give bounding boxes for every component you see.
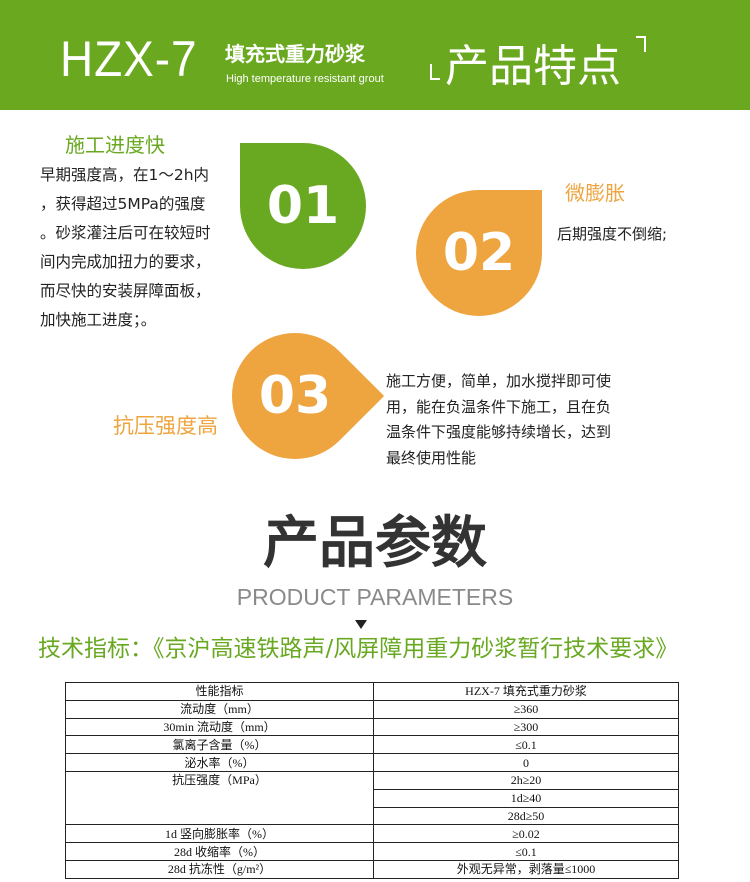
table-cell: ≤0.1 (373, 842, 679, 861)
text-line: 最终使用性能 (386, 448, 477, 467)
feature-1-number: 01 (266, 176, 340, 236)
features-section-title: 产品特点 (445, 41, 621, 92)
bracket-left-decoration (430, 64, 440, 80)
text-line: 而尽快的安装屏障面板， (40, 282, 211, 300)
params-table: 性能指标 HZX-7 填充式重力砂浆 流动度（mm） ≥360 30min 流动度… (65, 682, 679, 879)
product-name: 填充式重力砂浆 (225, 42, 365, 66)
text-line: 。砂浆灌注后可在较短时 (40, 224, 211, 242)
product-tagline: High temperature resistant grout (226, 73, 384, 85)
table-row: 30min 流动度（mm） ≥300 (65, 717, 679, 737)
table-cell: 1d 竖向膨胀率（%） (65, 824, 374, 844)
feature-3-badge: 03 (205, 306, 385, 486)
table-header: 性能指标 (65, 682, 374, 701)
feature-1-badge: 01 (240, 143, 366, 269)
feature-3-description: 施工方便，简单，加水搅拌即可使 用，能在负温条件下施工，且在负 温条件下强度能够… (386, 369, 611, 471)
model-number: HZX-7 (60, 31, 198, 87)
table-cell: 外观无异常，剥落量≤1000 (373, 859, 679, 879)
table-cell: 2h≥20 (373, 770, 679, 790)
table-header: HZX-7 填充式重力砂浆 (373, 682, 679, 701)
text-line: 施工方便，简单，加水搅拌即可使 (386, 372, 612, 390)
text-line: 加快施工进度；。 (40, 311, 157, 329)
table-cell: 28d 抗冻性（g/m²） (65, 859, 374, 879)
table-cell: ≥0.02 (373, 824, 679, 844)
table-cell: ≥360 (373, 699, 679, 719)
params-subtitle: PRODUCT PARAMETERS (236, 584, 514, 610)
triangle-down-icon (355, 620, 367, 629)
table-cell: 泌水率（%） (65, 753, 374, 772)
table-cell: 28d≥50 (373, 806, 679, 826)
text-line: 早期强度高，在1～2h内 (40, 166, 210, 184)
table-cell: 抗压强度（MPa） (65, 770, 374, 826)
table-row: 流动度（mm） ≥360 (65, 699, 679, 719)
feature-3-title: 抗压强度高 (113, 414, 218, 438)
bracket-right-decoration (636, 36, 646, 52)
technical-standard: 技术指标：《京沪高速铁路声/风屏障用重力砂浆暂行技术要求》 (38, 636, 679, 662)
table-cell: 1d≥40 (373, 788, 679, 808)
table-header-row: 性能指标 HZX-7 填充式重力砂浆 (65, 682, 679, 701)
table-row: 抗压强度（MPa） 2h≥20 (65, 770, 679, 826)
table-row: 氯离子含量（%） ≤0.1 (65, 735, 679, 755)
table-cell: ≥300 (373, 717, 679, 737)
text-line: 用，能在负温条件下施工，且在负 (386, 397, 612, 416)
table-cell: 流动度（mm） (65, 699, 374, 719)
table-cell: 氯离子含量（%） (65, 735, 374, 755)
feature-3-number: 03 (258, 366, 332, 426)
params-title: 产品参数 (263, 511, 487, 576)
text-line: 温条件下强度能够持续增长，达到 (386, 423, 612, 441)
table-cell: 28d 收缩率（%） (65, 842, 374, 861)
text-line: ，获得超过5MPa的强度 (40, 195, 206, 213)
feature-1-title: 施工进度快 (65, 133, 165, 157)
table-row: 泌水率（%） 0 (65, 753, 679, 772)
table-cell: ≤0.1 (373, 735, 679, 755)
feature-2-number: 02 (442, 223, 516, 283)
table-cell: 0 (373, 753, 679, 772)
table-cell: 30min 流动度（mm） (65, 717, 374, 737)
feature-3-number-wrap: 03 (232, 333, 358, 459)
header-banner: HZX-7 填充式重力砂浆 High temperature resistant… (0, 0, 750, 110)
feature-2-description: 后期强度不倒缩; (557, 223, 667, 244)
text-line: 后期强度不倒缩; (557, 225, 668, 243)
table-row: 28d 抗冻性（g/m²） 外观无异常，剥落量≤1000 (65, 859, 679, 879)
table-row: 28d 收缩率（%） ≤0.1 (65, 842, 679, 861)
table-row: 1d 竖向膨胀率（%） ≥0.02 (65, 824, 679, 844)
text-line: 间内完成加扭力的要求， (40, 253, 211, 271)
feature-1-description: 早期强度高，在1～2h内 ，获得超过5MPa的强度 。砂浆灌注后可在较短时 间内… (40, 161, 211, 335)
feature-2-badge: 02 (416, 190, 542, 316)
feature-2-title: 微膨胀 (565, 181, 625, 205)
